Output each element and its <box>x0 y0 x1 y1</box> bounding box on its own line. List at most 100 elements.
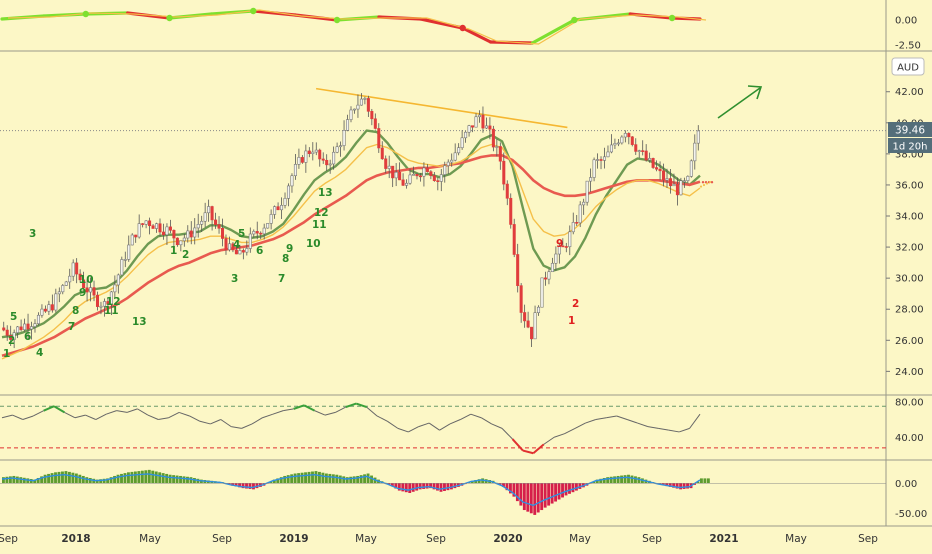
histogram-bar-down <box>554 483 557 501</box>
candle-down <box>645 151 647 160</box>
candle-down <box>669 179 671 186</box>
histogram-bar-up <box>325 474 328 484</box>
rsi-tick-label: 40.00 <box>895 433 924 444</box>
ma-projection-dot <box>703 184 705 186</box>
candle-up <box>617 143 619 144</box>
candle-up <box>405 183 407 185</box>
candle-up <box>228 244 230 250</box>
count-label-green: 6 <box>256 245 263 257</box>
candle-up <box>34 324 36 327</box>
candle-down <box>322 159 324 160</box>
count-label-green: 2 <box>8 335 15 347</box>
candle-up <box>694 143 696 161</box>
histogram-bar-down <box>547 483 550 505</box>
candle-up <box>37 315 39 323</box>
candle-down <box>600 159 602 160</box>
candle-up <box>128 245 130 259</box>
count-label-green: 5 <box>10 311 17 323</box>
candle-up <box>65 282 67 286</box>
candle-up <box>624 133 626 137</box>
candle-up <box>207 207 209 213</box>
histogram-bar-up <box>363 474 366 483</box>
histogram-bar-up <box>9 476 12 483</box>
candle-down <box>492 129 494 147</box>
histogram-bar-up <box>294 474 297 484</box>
candle-down <box>93 288 95 296</box>
countdown-tag: 1d 20h <box>888 138 932 153</box>
histogram-bar-up <box>360 475 363 483</box>
rsi-tick-label: 80.00 <box>895 397 924 408</box>
histogram-bar-up <box>61 471 64 483</box>
candle-down <box>96 295 98 307</box>
candle-down <box>659 169 661 171</box>
candle-down <box>544 278 546 279</box>
candle-down <box>190 231 192 237</box>
histogram-bar-up <box>65 471 68 483</box>
candle-up <box>350 110 352 120</box>
candle-up <box>537 307 539 312</box>
candle-down <box>433 176 435 181</box>
histogram-bar-up <box>68 472 71 483</box>
candle-down <box>381 148 383 159</box>
candle-up <box>329 164 331 165</box>
candle-up <box>593 160 595 178</box>
candle-up <box>117 275 119 285</box>
last-price-label: 39.46 <box>895 125 925 137</box>
candle-down <box>367 98 369 111</box>
price-tick-label: 26.00 <box>895 336 924 347</box>
candle-up <box>697 131 699 143</box>
time-tick-label: Sep <box>0 533 18 545</box>
histogram-bar-down <box>426 483 429 488</box>
candle-up <box>690 161 692 177</box>
candle-up <box>138 224 140 237</box>
price-tick-label: 34.00 <box>895 212 924 223</box>
histogram-bar-up <box>301 473 304 484</box>
candle-up <box>683 181 685 182</box>
candle-up <box>246 248 248 252</box>
candle-down <box>402 180 404 185</box>
count-label-red: 1 <box>568 315 575 327</box>
count-label-green: 13 <box>318 187 333 199</box>
candle-down <box>503 161 505 184</box>
candle-up <box>69 276 71 282</box>
oscillator-cross-dot <box>669 15 675 21</box>
histogram-bar-up <box>16 477 19 484</box>
candle-up <box>461 138 463 148</box>
histogram-bar-down <box>572 483 575 492</box>
candle-down <box>301 157 303 162</box>
candle-up <box>284 198 286 205</box>
ma-projection-dot <box>700 185 702 187</box>
histogram-bar-up <box>47 474 50 483</box>
candle-up <box>450 160 452 162</box>
currency-button[interactable]: AUD <box>892 58 924 75</box>
candle-up <box>249 234 251 249</box>
count-label-green: 9 <box>286 243 293 255</box>
candle-up <box>187 231 189 238</box>
candle-up <box>680 181 682 195</box>
candle-down <box>242 250 244 252</box>
candle-down <box>214 220 216 225</box>
candle-down <box>471 126 473 128</box>
candle-down <box>378 128 380 147</box>
candle-up <box>648 158 650 160</box>
histogram-bar-up <box>190 477 193 483</box>
histogram-bar-up <box>610 477 613 483</box>
histogram-bar-up <box>176 476 179 484</box>
candle-up <box>614 143 616 145</box>
candle-up <box>194 228 196 237</box>
candle-down <box>506 184 508 198</box>
histogram-bar-up <box>5 477 8 483</box>
candle-up <box>357 105 359 109</box>
candle-up <box>200 221 202 224</box>
candle-down <box>169 227 171 230</box>
candle-up <box>183 238 185 241</box>
candle-up <box>287 186 289 198</box>
candle-up <box>30 327 32 329</box>
candle-up <box>312 152 314 154</box>
candle-down <box>385 159 387 169</box>
candle-down <box>520 286 522 313</box>
histogram-bar-up <box>186 477 189 483</box>
price-tick-label: 32.00 <box>895 243 924 254</box>
